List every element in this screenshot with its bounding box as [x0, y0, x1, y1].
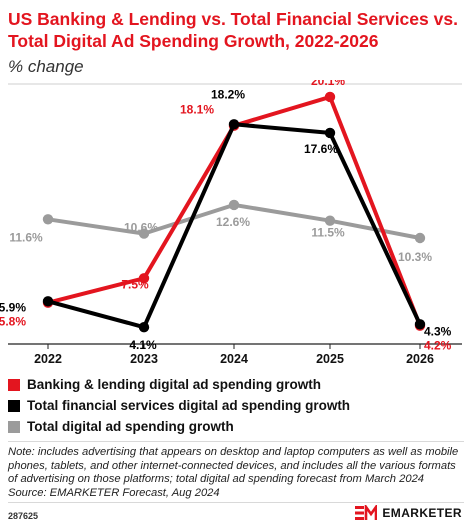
- data-label-banking-2025: 20.1%: [311, 80, 345, 88]
- data-label-banking-2026: 4.2%: [424, 339, 452, 353]
- data-label-total-digital-2024: 12.6%: [216, 215, 250, 229]
- point-total-digital-2024: [228, 199, 240, 211]
- point-total-digital-2026: [414, 232, 426, 244]
- source-line: Source: EMARKETER Forecast, Aug 2024: [8, 486, 220, 499]
- chart-id: 287625: [8, 511, 39, 521]
- legend-item-banking: Banking & lending digital ad spending gr…: [8, 374, 464, 395]
- data-label-total-digital-2023: 10.6%: [124, 221, 158, 235]
- point-total-digital-2025: [324, 215, 336, 226]
- x-tick-label-2025: 2025: [316, 352, 344, 366]
- x-tick-label-2023: 2023: [130, 352, 158, 366]
- point-total-digital-2022: [42, 214, 54, 225]
- point-banking-2025: [324, 91, 336, 103]
- note-line-3: of advertising on those platforms; total…: [8, 473, 425, 486]
- x-tick-label-2022: 2022: [34, 352, 62, 366]
- data-label-financial-services-2025: 17.6%: [304, 142, 338, 156]
- chart-title: US Banking & Lending vs. Total Financial…: [8, 9, 458, 51]
- point-financial-services-2024: [228, 119, 240, 130]
- legend-label-banking: Banking & lending digital ad spending gr…: [27, 377, 321, 392]
- legend-item-financial-services: Total financial services digital ad spen…: [8, 395, 464, 416]
- point-financial-services-2023: [138, 322, 150, 333]
- line-chart: 2022 2023 2024 2025 2026 5.8% 7.5% 18.1% 20.1% 4.…: [0, 80, 462, 366]
- legend-label-financial-services: Total financial services digital ad spen…: [27, 398, 351, 413]
- brand-name: EMARKETER: [382, 506, 462, 520]
- x-tick-label-2024: 2024: [220, 352, 248, 366]
- data-label-total-digital-2026: 10.3%: [398, 250, 432, 264]
- chart-subtitle: % change: [8, 57, 84, 76]
- footnote: Note: includes advertising that appears …: [8, 446, 466, 500]
- data-label-financial-services-2022: 5.9%: [0, 300, 26, 314]
- data-label-total-digital-2025: 11.5%: [311, 226, 345, 240]
- legend: Banking & lending digital ad spending gr…: [8, 374, 464, 437]
- point-financial-services-2025: [324, 127, 336, 139]
- brand-logo: EMARKETER: [355, 505, 462, 521]
- legend-swatch-banking: [8, 378, 20, 391]
- data-label-financial-services-2023: 4.1%: [129, 338, 157, 352]
- note-line-1: Note: includes advertising that appears …: [8, 446, 459, 458]
- divider: [8, 441, 464, 442]
- data-label-banking-2024: 18.1%: [180, 103, 214, 117]
- data-label-banking-2022: 5.8%: [0, 315, 26, 329]
- point-financial-services-2022: [42, 296, 54, 307]
- x-tick-label-2026: 2026: [406, 352, 434, 366]
- legend-item-total-digital: Total digital ad spending growth: [8, 416, 464, 437]
- legend-swatch-total-digital: [8, 420, 20, 433]
- point-banking-2023: [138, 273, 150, 284]
- point-total-digital-2023: [138, 228, 150, 239]
- data-label-total-digital-2022: 11.6%: [9, 230, 43, 244]
- legend-swatch-financial-services: [8, 399, 20, 412]
- emarketer-logo-icon: [355, 505, 378, 520]
- note-line-2: phones, tablets, and other internet-conn…: [8, 459, 456, 472]
- legend-label-total-digital: Total digital ad spending growth: [27, 419, 234, 434]
- footer-divider: [8, 502, 464, 503]
- point-financial-services-2026: [414, 319, 426, 330]
- data-label-financial-services-2024: 18.2%: [211, 87, 245, 101]
- data-label-financial-services-2026: 4.3%: [424, 324, 452, 338]
- series-line-banking: [47, 94, 422, 327]
- data-label-banking-2023: 7.5%: [121, 277, 149, 291]
